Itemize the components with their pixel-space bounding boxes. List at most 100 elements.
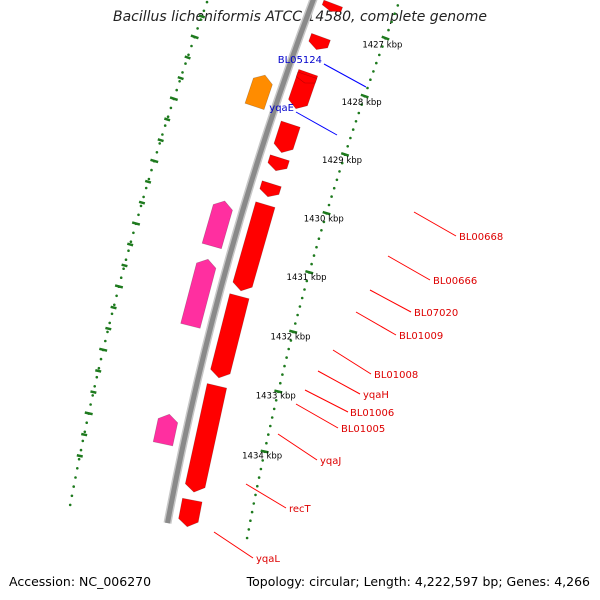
outer-dot [181,71,184,74]
pseudo-gene [244,74,273,110]
outer-dot [77,457,81,461]
scale-dot [255,484,259,488]
minor-tick [138,200,146,205]
gene-label-rect: recT [289,504,312,515]
minor-tick [126,242,134,247]
gene-features [152,0,343,528]
gene-label-bl01005: BL01005 [341,424,385,435]
outer-dot [129,240,133,243]
gene-label-yqaj: yqaJ [320,456,341,467]
reverse-gene [232,201,276,292]
scale-dot [305,279,309,283]
reverse-gene [273,120,301,153]
scale-dot [390,20,393,24]
leader-line [323,63,367,88]
pink-gene [201,200,233,250]
leader-line [295,403,339,429]
outer-dot [115,294,118,298]
leader-line [369,289,412,313]
gene-label-yqah: yqaH [363,390,389,401]
tick-ring-dots [68,0,400,540]
scale-dot [327,203,331,207]
outer-dot [72,485,75,488]
map-title: Bacillus licheniformis ATCC 14580, compl… [113,9,487,25]
outer-dot [93,385,96,388]
major-tick [150,158,159,164]
outer-dot [147,177,151,181]
outer-dot [205,0,209,4]
outer-dot [97,366,101,370]
outer-dot [81,439,85,443]
scale-label: 1430 kbp [304,214,344,224]
major-tick [114,284,124,289]
scale-label: 1428 kbp [342,98,382,108]
scale-dot [296,313,299,317]
minor-tick [157,138,164,143]
scale-dot [267,433,270,436]
outer-dot [83,430,87,434]
scale-dot [257,476,261,479]
minor-tick [177,75,184,81]
scale-label: 1431 kbp [287,273,327,283]
outer-dot [202,9,206,13]
scale-dot [335,178,339,182]
minor-tick [198,14,206,19]
outer-dot [163,124,167,127]
outer-dot [137,213,140,217]
leader-line [245,483,287,509]
outer-dot [158,142,161,145]
outer-dot [119,276,123,280]
outer-dot [95,375,99,379]
scale-dot [279,381,282,385]
scale-label: 1434 kbp [242,451,282,461]
scale-dot [351,128,355,131]
scale-dot [393,12,397,15]
major-tick [288,329,298,334]
outer-dot [187,53,190,57]
leader-line [317,370,361,395]
scale-dot [269,424,272,428]
scale-dot [254,493,257,497]
reverse-gene [259,180,282,198]
minor-tick [80,432,88,437]
pink-gene [152,413,179,447]
scale-dot [303,288,306,291]
scale-dot [354,120,358,123]
scale-dot [247,528,251,531]
outer-dot [74,476,77,479]
scale-label: 1427 kbp [362,40,402,50]
major-tick [84,411,93,416]
scale-dot [289,339,293,342]
leader-line [213,531,254,559]
minor-tick [163,117,171,122]
outer-dot [150,168,153,172]
reverse-gene [184,383,228,493]
gene-label-bl00666: BL00666 [433,276,477,287]
scale-dot [310,262,313,266]
leader-line [277,433,318,461]
scale-dot [317,237,321,240]
outer-dot [91,394,94,397]
scale-dot [360,103,364,106]
outer-dot [104,339,107,343]
scale-dot [272,407,276,411]
major-tick [322,210,331,216]
gene-label-yqal: yqaL [256,554,280,565]
outer-dot [113,303,116,307]
major-tick [274,389,283,394]
outer-dot [79,448,83,452]
minor-tick [90,390,97,394]
scale-dot [281,373,284,376]
minor-tick [105,326,112,331]
scale-dot [250,510,254,514]
outer-dot [155,151,159,154]
scale-dot [249,519,252,522]
scale-dot [312,254,316,257]
scale-dot [372,70,375,73]
minor-tick [76,454,83,458]
major-tick [260,449,269,454]
scale-dot [375,61,378,65]
scale-dot [259,467,263,471]
outer-dot [127,249,130,252]
